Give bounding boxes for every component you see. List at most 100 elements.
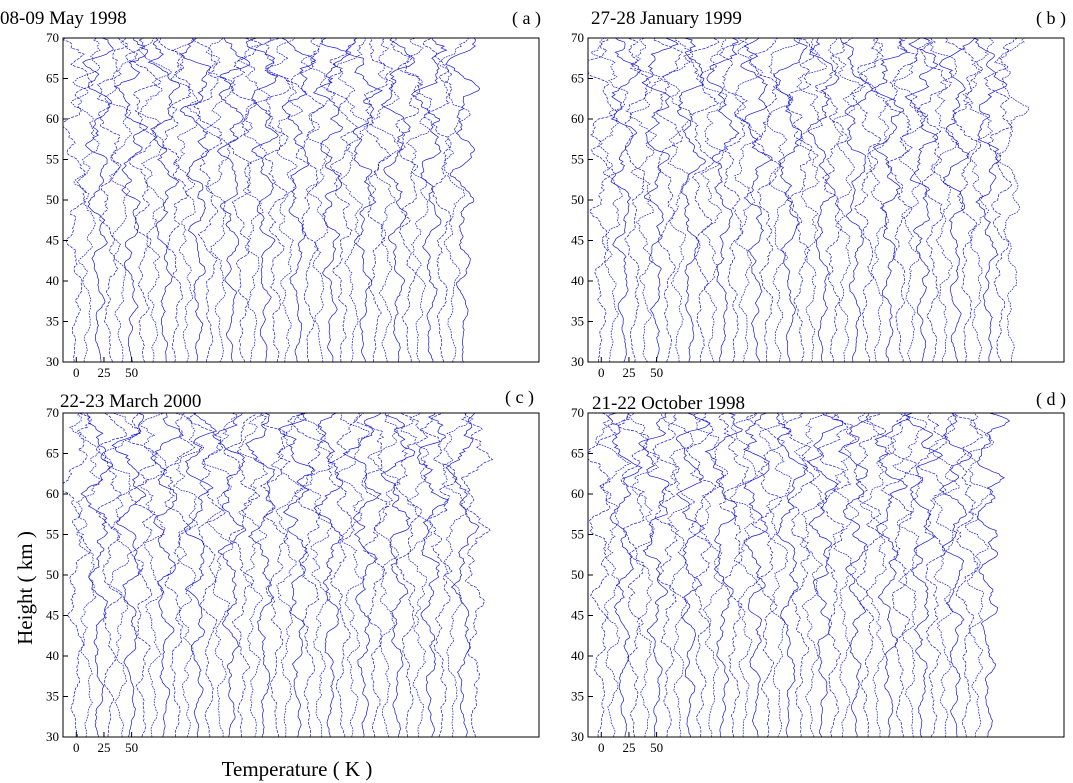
y-tick-label: 60	[46, 111, 59, 126]
temperature-profile	[740, 38, 773, 362]
temperature-profile	[202, 413, 239, 737]
x-tick-label: 0	[73, 365, 80, 380]
x-axis-label: Temperature ( K )	[222, 757, 373, 781]
panel-a: 08-09 May 1998 ( a ) 30 35 40 45 50 55 60 65 70 0…	[0, 8, 541, 380]
temperature-profile	[277, 413, 314, 737]
temperature-profile	[245, 38, 279, 362]
temperature-profile	[652, 38, 683, 362]
temperature-profile	[610, 38, 642, 362]
temperature-profile	[880, 413, 918, 737]
y-tick-label: 70	[46, 30, 59, 45]
profiles	[588, 413, 1011, 737]
temperature-profile	[138, 413, 168, 737]
y-tick-label: 65	[571, 446, 584, 461]
temperature-profile	[851, 38, 884, 362]
profiles	[63, 38, 481, 362]
temperature-profile	[80, 413, 114, 737]
temperature-profile	[661, 413, 696, 737]
temperature-profile	[831, 413, 860, 737]
temperature-profile	[290, 38, 325, 362]
panel-label: ( a )	[512, 8, 541, 29]
x-tick-label: 25	[97, 365, 110, 380]
temperature-profile	[892, 38, 933, 362]
temperature-profile	[662, 38, 694, 362]
temperature-profile	[313, 38, 351, 362]
temperature-profile	[235, 413, 269, 737]
temperature-profile	[857, 413, 896, 737]
temperature-profile	[327, 38, 358, 362]
temperature-profile	[618, 413, 650, 737]
temperature-profile	[150, 413, 184, 737]
temperature-profile	[111, 413, 146, 737]
y-tick-label: 70	[571, 405, 584, 420]
temperature-profile	[404, 38, 433, 362]
y-tick-label: 60	[571, 486, 584, 501]
temperature-profile	[419, 413, 458, 737]
temperature-profile	[370, 38, 402, 362]
y-tick-label: 35	[571, 314, 584, 329]
temperature-profile	[445, 38, 481, 362]
y-tick-label: 50	[46, 192, 59, 207]
temperature-profile	[179, 38, 211, 362]
panel-title: 22-23 March 2000	[60, 391, 201, 412]
temperature-profile	[70, 38, 101, 362]
temperature-profile	[638, 413, 670, 737]
temperature-profile	[297, 413, 334, 737]
temperature-profile	[270, 413, 307, 737]
temperature-profile	[588, 413, 617, 737]
temperature-profile	[327, 413, 362, 737]
temperature-profile	[416, 413, 450, 737]
profiles	[63, 413, 494, 737]
y-tick-label: 45	[571, 233, 584, 248]
temperature-profile	[718, 413, 749, 737]
temperature-profile	[237, 38, 273, 362]
temperature-profile	[607, 413, 643, 737]
temperature-profile	[685, 413, 717, 737]
axes-frame	[62, 412, 540, 738]
temperature-profile	[363, 38, 393, 362]
temperature-profile	[127, 413, 158, 737]
temperature-profile	[281, 38, 317, 362]
x-tick-label: 25	[622, 365, 635, 380]
panel-title: 21-22 October 1998	[592, 393, 745, 414]
y-tick-label: 30	[46, 354, 59, 369]
y-tick-label: 50	[46, 567, 59, 582]
temperature-profile	[212, 413, 247, 737]
y-tick-label: 50	[571, 192, 584, 207]
y-tick-label: 70	[571, 30, 584, 45]
temperature-profile	[983, 38, 1018, 362]
temperature-profile	[828, 38, 866, 362]
panel-label: ( d )	[1036, 389, 1066, 410]
temperature-profile	[938, 38, 976, 362]
temperature-profile	[380, 38, 416, 362]
y-tick-label: 30	[571, 729, 584, 744]
temperature-profile	[676, 38, 707, 362]
temperature-profile	[729, 413, 758, 737]
temperature-profile	[785, 38, 818, 362]
temperature-profile	[345, 38, 383, 362]
temperature-profile	[104, 38, 139, 362]
temperature-profile	[641, 38, 679, 362]
temperature-profile	[205, 38, 236, 362]
temperature-profile	[460, 413, 494, 737]
temperature-profile	[438, 38, 471, 362]
y-tick-label: 40	[46, 648, 59, 663]
temperature-profile	[743, 413, 770, 737]
temperature-profile	[796, 38, 827, 362]
temperature-profile	[964, 413, 994, 737]
temperature-profile	[63, 413, 92, 737]
x-tick-label: 50	[125, 740, 138, 755]
temperature-profile	[300, 38, 336, 362]
temperature-profile	[82, 38, 114, 362]
panel-title: 27-28 January 1999	[591, 8, 742, 29]
temperature-profile	[775, 413, 809, 737]
temperature-profile	[781, 413, 815, 737]
temperature-profile	[892, 413, 928, 737]
temperature-profile	[259, 413, 291, 737]
x-tick-label: 50	[650, 740, 663, 755]
y-tick-label: 40	[46, 273, 59, 288]
x-tick-label: 0	[598, 740, 605, 755]
temperature-profile	[976, 413, 1011, 737]
temperature-profile	[229, 38, 263, 362]
